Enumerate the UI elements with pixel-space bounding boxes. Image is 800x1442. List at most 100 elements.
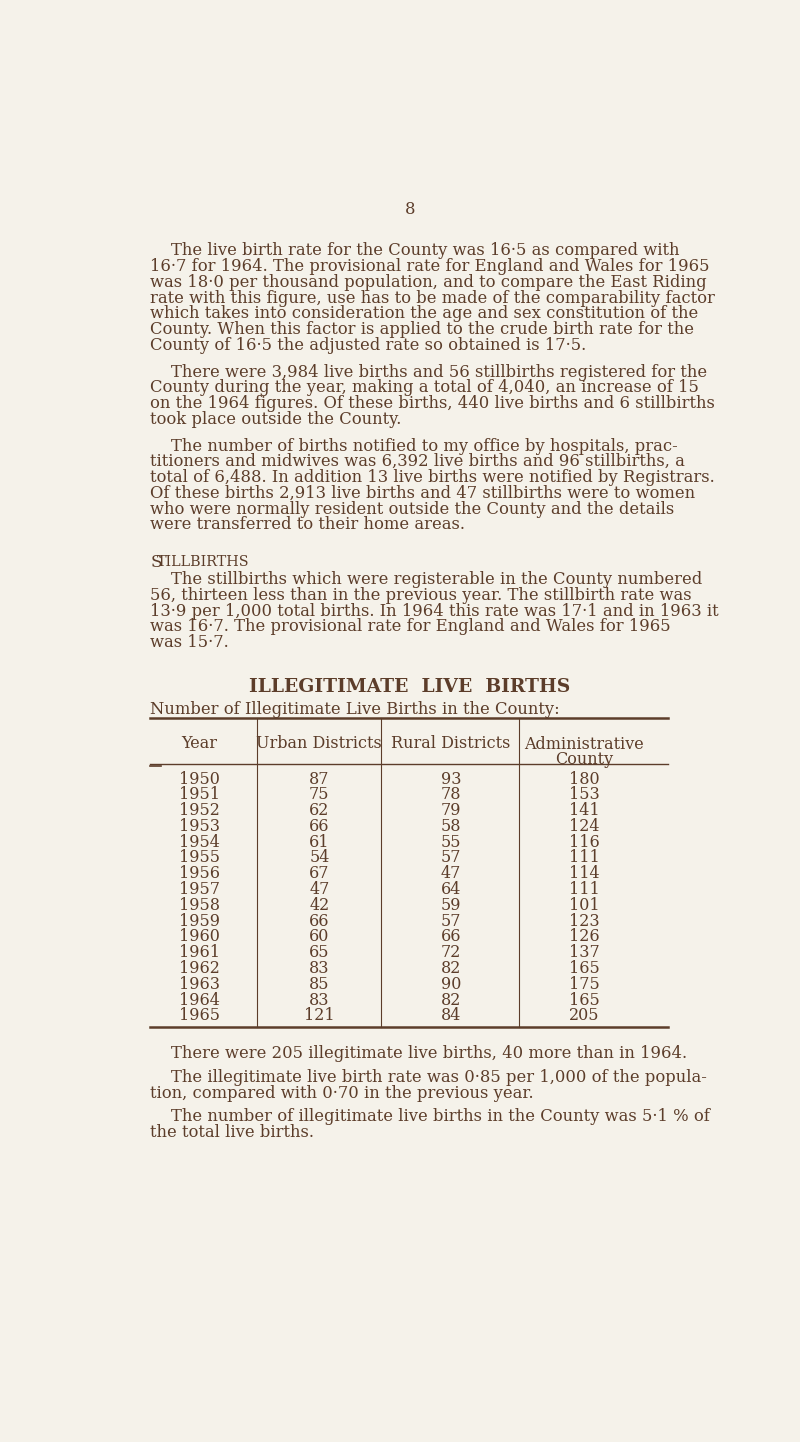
Text: 72: 72 (441, 945, 462, 962)
Text: 124: 124 (569, 818, 600, 835)
Text: 61: 61 (309, 833, 330, 851)
Text: who were normally resident outside the County and the details: who were normally resident outside the C… (150, 500, 674, 518)
Text: 1964: 1964 (178, 992, 220, 1008)
Text: 83: 83 (309, 992, 330, 1008)
Text: 141: 141 (569, 802, 600, 819)
Text: Number of Illegitimate Live Births in the County:: Number of Illegitimate Live Births in th… (150, 701, 560, 718)
Text: 116: 116 (569, 833, 600, 851)
Text: total of 6,488. In addition 13 live births were notified by Registrars.: total of 6,488. In addition 13 live birt… (150, 469, 715, 486)
Text: was 18·0 per thousand population, and to compare the East Riding: was 18·0 per thousand population, and to… (150, 274, 707, 291)
Text: took place outside the County.: took place outside the County. (150, 411, 402, 428)
Text: 85: 85 (309, 976, 330, 992)
Text: 1962: 1962 (178, 960, 220, 978)
Text: 1953: 1953 (178, 818, 220, 835)
Text: The stillbirths which were registerable in the County numbered: The stillbirths which were registerable … (150, 571, 702, 588)
Text: 84: 84 (441, 1008, 462, 1024)
Text: There were 205 illegitimate live births, 40 more than in 1964.: There were 205 illegitimate live births,… (150, 1045, 687, 1063)
Text: 101: 101 (569, 897, 600, 914)
Text: The number of births notified to my office by hospitals, prac-: The number of births notified to my offi… (150, 437, 678, 454)
Text: 83: 83 (309, 960, 330, 978)
Text: 87: 87 (309, 770, 330, 787)
Text: 65: 65 (309, 945, 330, 962)
Text: 126: 126 (569, 929, 600, 946)
Text: 180: 180 (569, 770, 600, 787)
Text: 1950: 1950 (178, 770, 220, 787)
Text: 82: 82 (441, 960, 462, 978)
Text: Rural Districts: Rural Districts (391, 735, 510, 751)
Text: 16·7 for 1964. The provisional rate for England and Wales for 1965: 16·7 for 1964. The provisional rate for … (150, 258, 710, 275)
Text: 175: 175 (569, 976, 600, 992)
Text: 1963: 1963 (178, 976, 220, 992)
Text: 59: 59 (441, 897, 462, 914)
Text: 1954: 1954 (178, 833, 220, 851)
Text: 67: 67 (309, 865, 330, 883)
Text: The illegitimate live birth rate was 0·85 per 1,000 of the popula-: The illegitimate live birth rate was 0·8… (150, 1069, 707, 1086)
Text: 153: 153 (569, 786, 600, 803)
Text: 1961: 1961 (178, 945, 220, 962)
Text: 90: 90 (441, 976, 462, 992)
Text: 1955: 1955 (178, 849, 220, 867)
Text: Urban Districts: Urban Districts (257, 735, 382, 751)
Text: The number of illegitimate live births in the County was 5·1 % of: The number of illegitimate live births i… (150, 1109, 710, 1125)
Text: 1965: 1965 (178, 1008, 220, 1024)
Text: County during the year, making a total of 4,040, an increase of 15: County during the year, making a total o… (150, 379, 699, 397)
Text: 93: 93 (441, 770, 462, 787)
Text: 165: 165 (569, 992, 600, 1008)
Text: Administrative: Administrative (525, 737, 644, 753)
Text: 47: 47 (441, 865, 462, 883)
Text: 66: 66 (441, 929, 462, 946)
Text: titioners and midwives was 6,392 live births and 96 stillbirths, a: titioners and midwives was 6,392 live bi… (150, 453, 686, 470)
Text: 1951: 1951 (178, 786, 220, 803)
Text: 8: 8 (405, 200, 415, 218)
Text: 114: 114 (569, 865, 600, 883)
Text: 82: 82 (441, 992, 462, 1008)
Text: County. When this factor is applied to the crude birth rate for the: County. When this factor is applied to t… (150, 322, 694, 339)
Text: 137: 137 (569, 945, 600, 962)
Text: rate with this figure, use has to be made of the comparability factor: rate with this figure, use has to be mad… (150, 290, 715, 307)
Text: 66: 66 (309, 818, 330, 835)
Text: County of 16·5 the adjusted rate so obtained is 17·5.: County of 16·5 the adjusted rate so obta… (150, 337, 586, 355)
Text: The live birth rate for the County was 16·5 as compared with: The live birth rate for the County was 1… (150, 242, 680, 260)
Text: 57: 57 (441, 849, 462, 867)
Text: on the 1964 figures. Of these births, 440 live births and 6 stillbirths: on the 1964 figures. Of these births, 44… (150, 395, 715, 412)
Text: 60: 60 (309, 929, 330, 946)
Text: 78: 78 (441, 786, 462, 803)
Text: which takes into consideration the age and sex constitution of the: which takes into consideration the age a… (150, 306, 698, 323)
Text: 64: 64 (441, 881, 462, 898)
Text: 1959: 1959 (178, 913, 220, 930)
Text: tion, compared with 0·70 in the previous year.: tion, compared with 0·70 in the previous… (150, 1084, 534, 1102)
Text: 1957: 1957 (178, 881, 220, 898)
Text: 1960: 1960 (178, 929, 220, 946)
Text: 79: 79 (441, 802, 462, 819)
Text: TILLBIRTHS: TILLBIRTHS (158, 555, 250, 568)
Text: was 15·7.: was 15·7. (150, 634, 229, 652)
Text: 47: 47 (309, 881, 330, 898)
Text: S: S (150, 554, 162, 571)
Text: 1952: 1952 (178, 802, 220, 819)
Text: 1958: 1958 (178, 897, 220, 914)
Text: 42: 42 (310, 897, 330, 914)
Text: 58: 58 (441, 818, 462, 835)
Text: the total live births.: the total live births. (150, 1123, 314, 1141)
Text: 205: 205 (569, 1008, 600, 1024)
Text: 121: 121 (304, 1008, 334, 1024)
Text: 111: 111 (569, 881, 600, 898)
Text: 123: 123 (569, 913, 600, 930)
Text: There were 3,984 live births and 56 stillbirths registered for the: There were 3,984 live births and 56 stil… (150, 363, 707, 381)
Text: ILLEGITIMATE  LIVE  BIRTHS: ILLEGITIMATE LIVE BIRTHS (250, 678, 570, 696)
Text: Year: Year (181, 735, 218, 751)
Text: were transferred to their home areas.: were transferred to their home areas. (150, 516, 466, 534)
Text: was 16·7. The provisional rate for England and Wales for 1965: was 16·7. The provisional rate for Engla… (150, 619, 671, 636)
Text: 56, thirteen less than in the previous year. The stillbirth rate was: 56, thirteen less than in the previous y… (150, 587, 692, 604)
Text: 54: 54 (309, 849, 330, 867)
Text: 66: 66 (309, 913, 330, 930)
Text: Of these births 2,913 live births and 47 stillbirths were to women: Of these births 2,913 live births and 47… (150, 485, 695, 502)
Text: County: County (555, 750, 614, 767)
Text: 165: 165 (569, 960, 600, 978)
Text: 111: 111 (569, 849, 600, 867)
Text: 13·9 per 1,000 total births. In 1964 this rate was 17·1 and in 1963 it: 13·9 per 1,000 total births. In 1964 thi… (150, 603, 719, 620)
Text: 75: 75 (309, 786, 330, 803)
Text: 57: 57 (441, 913, 462, 930)
Text: 55: 55 (441, 833, 462, 851)
Text: 62: 62 (309, 802, 330, 819)
